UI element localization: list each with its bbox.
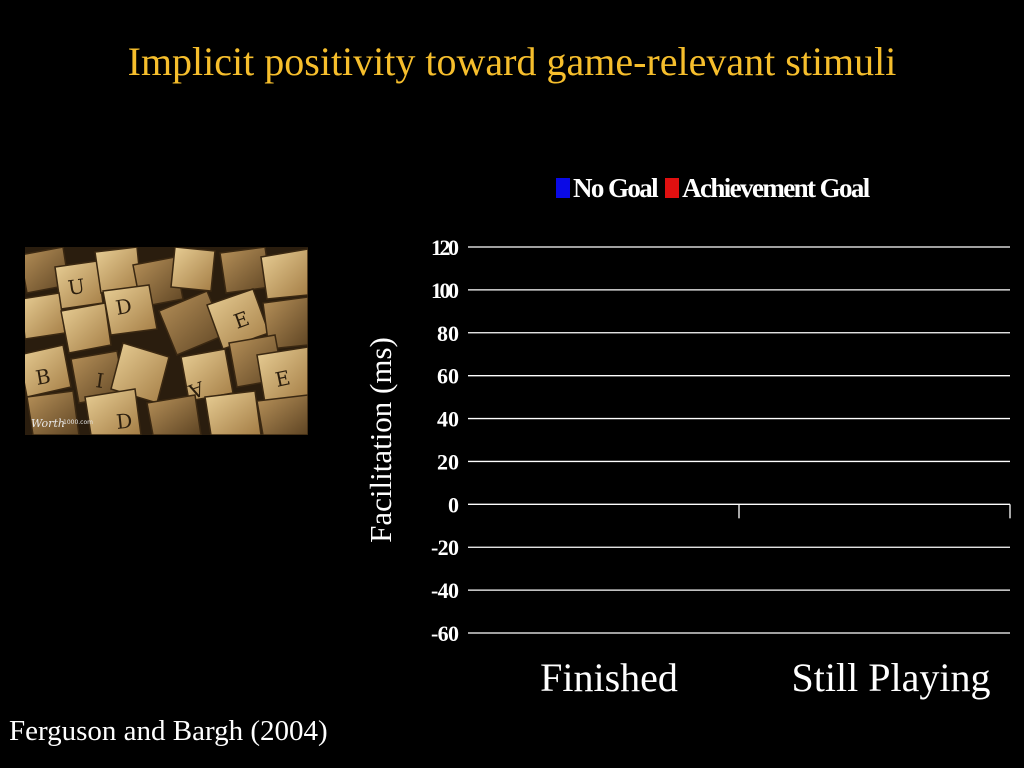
svg-text:I: I — [94, 368, 105, 393]
legend-item-no-goal: No Goal — [556, 172, 659, 204]
svg-text:B: B — [34, 364, 53, 390]
y-tick-label-20: 20 — [437, 449, 459, 474]
svg-text:1000.com: 1000.com — [63, 419, 93, 426]
y-tick-label-40: 40 — [437, 407, 459, 432]
scrabble-tiles-image: U D E B I A E D Worth 1000.com — [25, 247, 308, 435]
legend-swatch-achievement-goal — [665, 178, 680, 198]
svg-text:D: D — [114, 294, 134, 320]
y-tick-label-neg20: -20 — [431, 535, 459, 560]
svg-text:D: D — [115, 408, 133, 434]
legend-label-no-goal: No Goal — [573, 172, 659, 203]
scrabble-tiles-photo: U D E B I A E D Worth 1000.com — [25, 247, 308, 435]
svg-text:Worth: Worth — [31, 417, 65, 430]
chart-legend: No Goal Achievement Goal — [556, 170, 870, 206]
legend-item-achievement-goal: Achievement Goal — [665, 172, 870, 204]
x-category-label-still-playing: Still Playing — [791, 655, 991, 700]
y-tick-label-neg40: -40 — [431, 578, 459, 603]
legend-swatch-no-goal — [556, 178, 570, 198]
y-tick-label-80: 80 — [437, 321, 459, 346]
y-tick-label-100: 100 — [431, 278, 459, 303]
svg-text:E: E — [273, 365, 292, 392]
svg-text:U: U — [66, 274, 86, 300]
citation: Ferguson and Bargh (2004) — [9, 715, 328, 747]
legend-label-achievement-goal: Achievement Goal — [682, 172, 870, 203]
y-tick-label-neg60: -60 — [431, 621, 459, 646]
slide-title: Implicit positivity toward game-relevant… — [127, 39, 897, 84]
y-tick-label-0: 0 — [448, 492, 459, 517]
x-category-label-finished: Finished — [540, 655, 678, 700]
y-tick-label-120: 120 — [431, 235, 459, 260]
y-tick-label-60: 60 — [437, 364, 459, 389]
